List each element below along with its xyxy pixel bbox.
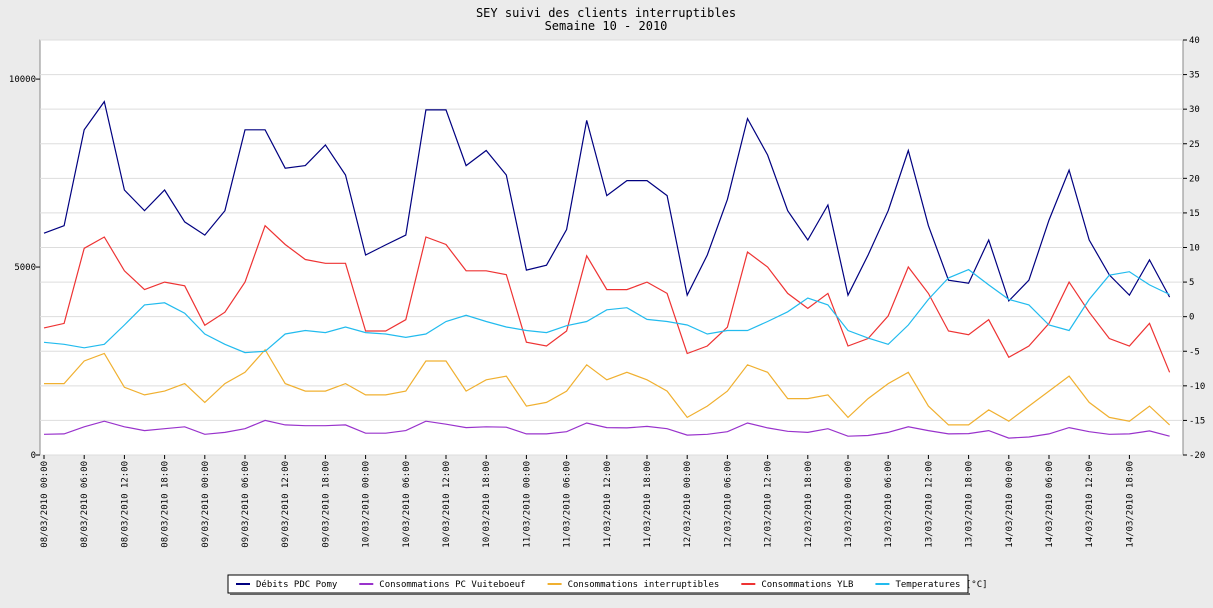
legend-label: Consommations interruptibles: [568, 580, 720, 590]
series-line: [43, 224, 1171, 373]
y2-tick-label: 25: [1189, 140, 1200, 150]
y2-tick-label: 20: [1189, 174, 1200, 184]
y2-tick-label: 35: [1189, 71, 1200, 81]
x-tick-label: 12/03/2010 12:00: [764, 461, 774, 548]
x-tick-label: 11/03/2010 06:00: [563, 461, 573, 548]
x-tick-label: 08/03/2010 06:00: [80, 461, 90, 548]
y2-tick-label: 0: [1189, 313, 1194, 323]
legend-label: Temperatures [°C]: [895, 580, 987, 590]
x-tick-label: 14/03/2010 18:00: [1125, 461, 1135, 548]
chart-subtitle: Semaine 10 - 2010: [545, 19, 668, 33]
y2-tick-label: -20: [1189, 451, 1205, 461]
x-tick-label: 10/03/2010 12:00: [442, 461, 452, 548]
legend-label: Débits PDC Pomy: [256, 579, 338, 590]
x-tick-label: 11/03/2010 00:00: [522, 461, 532, 548]
series-line: [43, 100, 1171, 303]
x-tick-label: 14/03/2010 12:00: [1085, 461, 1095, 548]
series-line: [44, 348, 1171, 426]
y2-tick-label: 30: [1189, 105, 1200, 115]
x-tick-label: 12/03/2010 18:00: [804, 461, 814, 548]
y-tick-label: 10000: [9, 75, 36, 85]
x-tick-label: 11/03/2010 18:00: [643, 461, 653, 548]
y-tick-label: 5000: [14, 263, 36, 273]
x-tick-label: 10/03/2010 00:00: [362, 461, 372, 548]
legend-label: Consommations YLB: [761, 580, 853, 590]
x-tick-label: 08/03/2010 12:00: [120, 461, 130, 548]
x-tick-label: 10/03/2010 18:00: [482, 461, 492, 548]
y2-tick-label: -15: [1189, 416, 1205, 426]
x-tick-label: 14/03/2010 06:00: [1045, 461, 1055, 548]
legend-label: Consommations PC Vuiteboeuf: [379, 580, 525, 590]
x-tick-label: 09/03/2010 06:00: [241, 461, 251, 548]
x-tick-label: 09/03/2010 00:00: [201, 461, 211, 548]
y2-tick-label: 40: [1189, 36, 1200, 46]
x-tick-label: 09/03/2010 12:00: [281, 461, 291, 548]
series-line: [43, 419, 1170, 439]
x-tick-label: 14/03/2010 00:00: [1005, 461, 1015, 548]
x-tick-label: 12/03/2010 00:00: [683, 461, 693, 548]
x-tick-label: 13/03/2010 18:00: [965, 461, 975, 548]
chart-title: SEY suivi des clients interruptibles: [476, 6, 736, 20]
y2-tick-label: 10: [1189, 244, 1200, 254]
y2-tick-label: 15: [1189, 209, 1200, 219]
x-tick-label: 13/03/2010 12:00: [924, 461, 934, 548]
x-tick-label: 11/03/2010 12:00: [603, 461, 613, 548]
y-tick-label: 0: [31, 451, 36, 461]
series-line: [43, 268, 1170, 354]
x-tick-label: 08/03/2010 00:00: [40, 461, 50, 548]
x-tick-label: 09/03/2010 18:00: [321, 461, 331, 548]
x-tick-label: 10/03/2010 06:00: [402, 461, 412, 548]
y2-tick-label: 5: [1189, 278, 1194, 288]
x-tick-label: 13/03/2010 00:00: [844, 461, 854, 548]
y2-tick-label: -10: [1189, 382, 1205, 392]
y2-tick-label: -5: [1189, 347, 1200, 357]
x-tick-label: 08/03/2010 18:00: [161, 461, 171, 548]
x-tick-label: 12/03/2010 06:00: [723, 461, 733, 548]
x-tick-label: 13/03/2010 06:00: [884, 461, 894, 548]
